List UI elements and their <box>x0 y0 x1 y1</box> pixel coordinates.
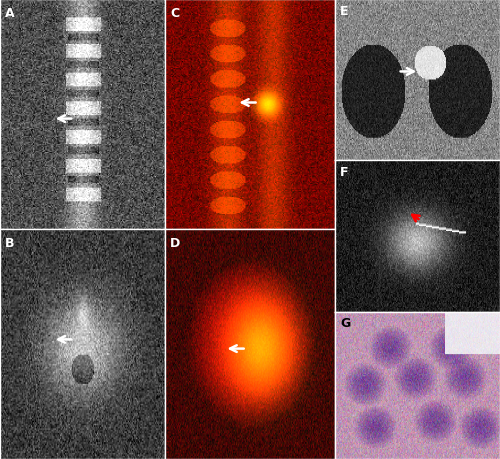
Text: B: B <box>5 236 15 249</box>
Text: C: C <box>170 7 179 20</box>
Text: D: D <box>170 236 180 249</box>
Text: G: G <box>340 317 350 330</box>
Text: A: A <box>5 7 15 20</box>
Text: F: F <box>340 165 348 178</box>
Text: E: E <box>340 5 348 18</box>
